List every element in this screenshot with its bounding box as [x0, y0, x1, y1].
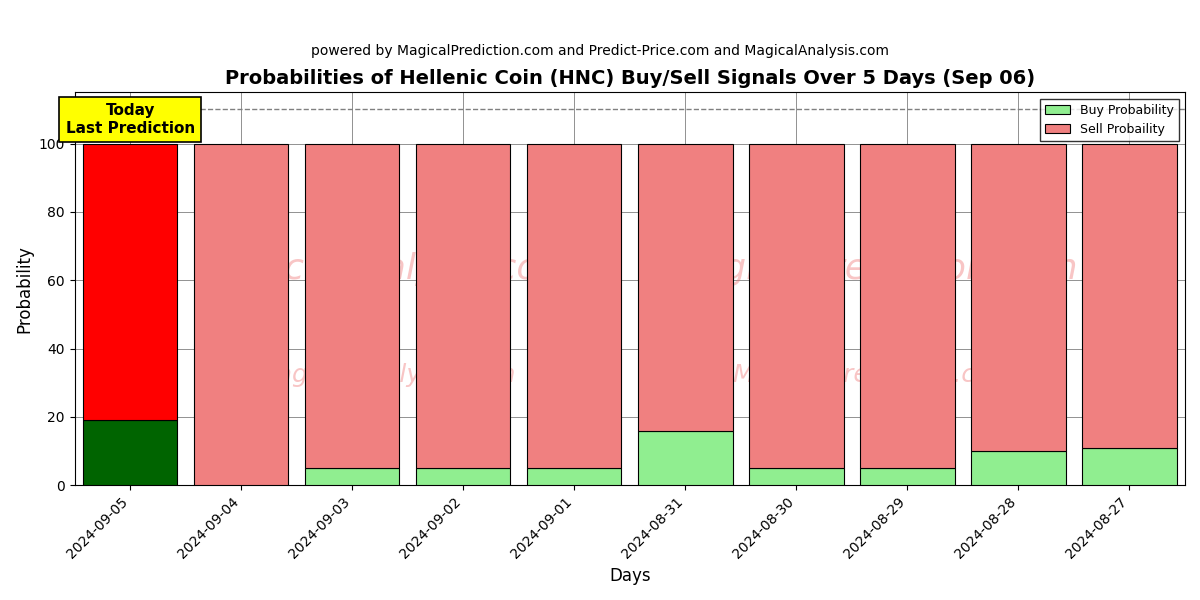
Text: MagicalAnalysis.com: MagicalAnalysis.com: [198, 252, 574, 286]
Bar: [638, 431, 732, 485]
Y-axis label: Probability: Probability: [16, 245, 34, 333]
Bar: [638, 143, 732, 431]
Bar: [83, 421, 178, 485]
Bar: [83, 143, 178, 421]
Bar: [416, 143, 510, 468]
Text: powered by MagicalPrediction.com and Predict-Price.com and MagicalAnalysis.com: powered by MagicalPrediction.com and Pre…: [311, 44, 889, 58]
Bar: [860, 468, 955, 485]
Text: MagicalPrediction.com: MagicalPrediction.com: [733, 363, 1015, 387]
Legend: Buy Probability, Sell Probaility: Buy Probability, Sell Probaility: [1040, 98, 1178, 141]
Bar: [749, 143, 844, 468]
Bar: [527, 143, 622, 468]
Text: MagicalPrediction.com: MagicalPrediction.com: [671, 252, 1078, 286]
Bar: [971, 143, 1066, 451]
Title: Probabilities of Hellenic Coin (HNC) Buy/Sell Signals Over 5 Days (Sep 06): Probabilities of Hellenic Coin (HNC) Buy…: [224, 69, 1034, 88]
Text: Today
Last Prediction: Today Last Prediction: [66, 103, 194, 136]
X-axis label: Days: Days: [610, 567, 650, 585]
Bar: [194, 143, 288, 485]
Bar: [749, 468, 844, 485]
Bar: [416, 468, 510, 485]
Bar: [860, 143, 955, 468]
Bar: [1082, 143, 1177, 448]
Bar: [527, 468, 622, 485]
Bar: [1082, 448, 1177, 485]
Bar: [305, 468, 400, 485]
Text: MagicalAnalysis.com: MagicalAnalysis.com: [256, 363, 516, 387]
Bar: [971, 451, 1066, 485]
Bar: [305, 143, 400, 468]
